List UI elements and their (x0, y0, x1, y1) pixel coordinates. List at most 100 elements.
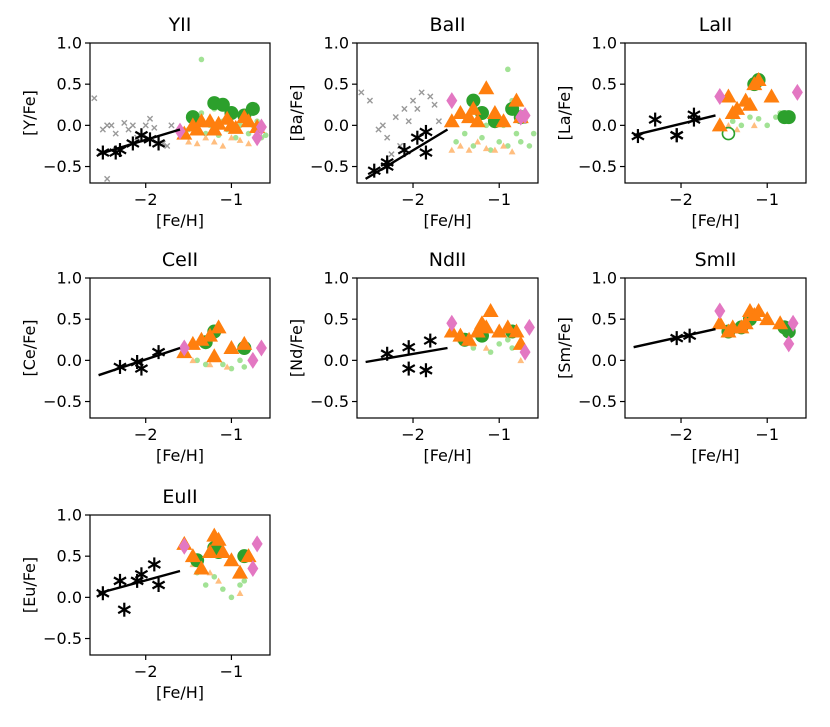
point-light-green-dots (241, 364, 248, 370)
point-orange-triangles (461, 331, 478, 346)
point-light-green-dots (764, 122, 771, 129)
point-gray-x-stroke (129, 122, 136, 129)
point-black-stars (419, 124, 433, 139)
point-black-stars-stroke (134, 569, 149, 579)
y-tick-label: 1.0 (324, 269, 349, 288)
point-gray-x (388, 151, 395, 158)
fit-line (633, 114, 716, 137)
x-tick-label: −2 (401, 425, 425, 444)
panel-smii: 1.0 0.5 0.0 −0.5 −2 −1 SmII [Fe/H] [Sm/Fe] (555, 249, 807, 465)
y-tick-label: 0.0 (57, 116, 82, 135)
chart-title: SmII (695, 249, 737, 271)
point-pink-diamonds (251, 129, 263, 147)
point-light-green-dots (513, 130, 520, 137)
point-light-orange-triangles (223, 363, 231, 370)
point-black-stars-stroke (117, 605, 131, 615)
point-orange-triangles (232, 564, 248, 579)
point-light-orange-triangles (193, 140, 201, 147)
plot-area-euii (96, 527, 263, 617)
series-orange-triangles (176, 527, 257, 579)
y-tick-label: −0.5 (43, 629, 82, 648)
point-pink-diamonds (714, 302, 726, 320)
point-light-orange-triangles (245, 140, 252, 147)
y-tick-label: 1.0 (57, 34, 82, 53)
x-tick-label: −1 (755, 425, 779, 444)
point-light-green-dots (202, 582, 209, 588)
series-orange-triangles (176, 319, 253, 363)
point-gray-x-stroke (142, 122, 149, 129)
point-orange-triangles (711, 315, 728, 330)
point-light-orange-triangles (457, 142, 464, 149)
series-light-orange-triangles (185, 134, 252, 149)
chart-title: EuII (162, 486, 197, 508)
y-tick-label: −0.5 (43, 392, 82, 411)
point-gray-x (431, 101, 438, 108)
point-light-orange-triangles (500, 142, 507, 149)
point-black-stars (151, 136, 166, 151)
point-black-stars-stroke (423, 336, 437, 346)
point-gray-x (129, 122, 136, 129)
point-pink-diamonds (174, 122, 186, 140)
point-black-stars (648, 112, 662, 127)
point-gray-x (142, 122, 149, 129)
point-orange-triangles (772, 315, 789, 330)
point-black-stars-stroke (670, 130, 684, 140)
y-tick-label: 0.0 (57, 351, 82, 370)
point-gray-x-stroke (112, 130, 119, 137)
chart-title: LaII (699, 14, 732, 36)
axes-frame (624, 42, 807, 184)
x-axis-label: [Fe/H] (423, 446, 471, 465)
x-axis-label: [Fe/H] (156, 211, 204, 230)
y-tick-label: 1.0 (592, 34, 617, 53)
point-orange-triangles (508, 323, 525, 338)
point-green-circles (781, 110, 796, 125)
series-black-stars (631, 107, 701, 144)
y-axis-label: [Eu/Fe] (20, 557, 39, 613)
y-tick-label: 0.0 (324, 116, 349, 135)
point-light-orange-triangles (236, 136, 244, 143)
plot-area-laii (631, 72, 803, 144)
axes-frame (89, 42, 271, 184)
point-light-orange-triangles (508, 148, 516, 155)
series-orange-triangles (443, 302, 529, 350)
point-orange-triangles (491, 323, 508, 338)
point-gray-x-stroke (358, 89, 365, 96)
point-orange-triangles (236, 335, 253, 350)
y-axis-label: [Ba/Fe] (287, 85, 306, 142)
y-tick-label: 0.0 (592, 351, 617, 370)
y-tick-label: −0.5 (578, 392, 617, 411)
y-tick-label: 0.5 (57, 547, 82, 566)
x-axis-label: [Fe/H] (156, 683, 204, 702)
point-light-green-dots (220, 361, 226, 368)
x-axis-label: [Fe/H] (156, 446, 204, 465)
point-orange-triangles (737, 315, 754, 330)
point-black-stars (419, 363, 433, 378)
point-light-green-dots (505, 143, 511, 149)
series-pink-diamonds (446, 314, 535, 361)
point-orange-triangles (759, 311, 776, 326)
point-light-orange-triangles (185, 138, 192, 145)
point-black-stars (687, 107, 701, 122)
point-light-green-dots (517, 139, 524, 145)
point-orange-triangles (750, 302, 767, 317)
point-pink-diamonds (519, 106, 531, 124)
axes-frame (89, 514, 271, 656)
series-green-open-circle (721, 126, 736, 141)
x-tick-label: −2 (669, 425, 693, 444)
axes-frame (624, 277, 807, 419)
chart-title: YII (168, 14, 192, 36)
series-black-stars (96, 557, 166, 617)
x-tick-label: −1 (220, 425, 244, 444)
x-tick-label: −1 (487, 190, 511, 209)
point-gray-x (168, 122, 175, 129)
series-light-orange-triangles (725, 121, 758, 133)
point-orange-triangles (193, 560, 210, 575)
point-gray-x (405, 118, 412, 125)
point-gray-x (414, 105, 421, 112)
point-pink-diamonds (178, 537, 190, 555)
point-orange-triangles (508, 92, 525, 107)
point-black-stars-stroke (134, 364, 149, 374)
x-tick-label: −1 (487, 425, 511, 444)
point-gray-x-stroke (414, 105, 421, 112)
point-black-stars-stroke (147, 559, 161, 569)
